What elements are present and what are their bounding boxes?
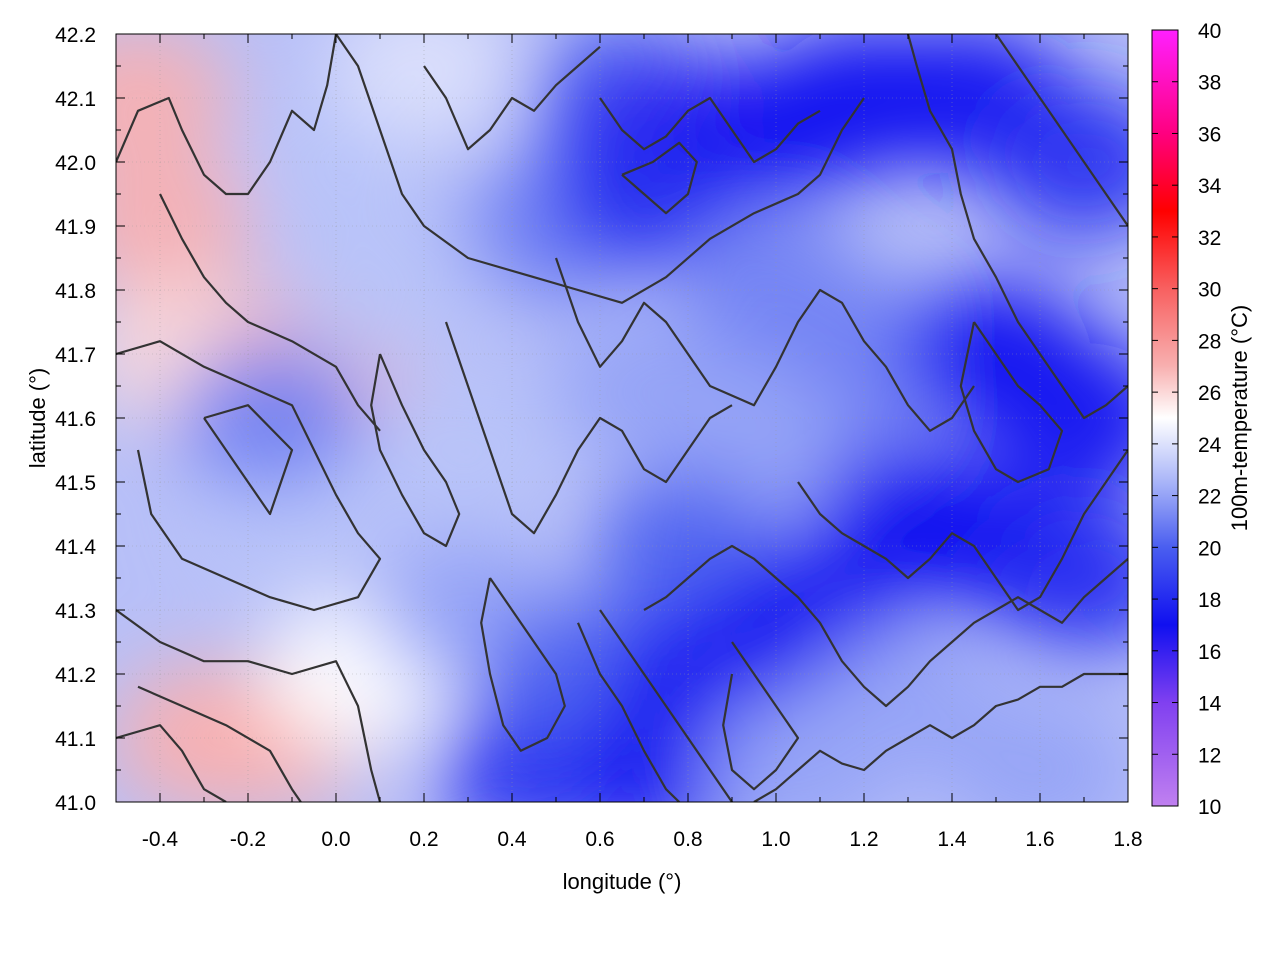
colorbar-axis: 10 12 14 16 18 20 22 24 26 28 30 32 34 36 38 40 — [1152, 20, 1222, 819]
colorbar-tick-label: 30 — [1198, 279, 1221, 302]
y-tick-label: 41.0 — [55, 792, 96, 815]
contour-line — [554, 257, 975, 432]
y-tick-label: 41.4 — [55, 536, 96, 559]
y-tick-label: 41.8 — [55, 280, 96, 303]
contour-line — [444, 321, 733, 535]
x-tick-label: 0.0 — [321, 828, 350, 851]
x-axis-title: longitude (°) — [563, 869, 682, 894]
y-tick-label: 42.1 — [55, 88, 96, 111]
field-region — [703, 695, 893, 802]
y-tick-label: 41.9 — [55, 216, 96, 239]
y-tick-label: 41.5 — [55, 472, 96, 495]
colorbar-tick-label: 14 — [1198, 693, 1222, 716]
y-tick-label: 41.7 — [55, 344, 96, 367]
colorbar-tick-label: 22 — [1198, 486, 1221, 509]
contour-line — [576, 622, 680, 802]
colorbar-tick-label: 28 — [1198, 330, 1221, 353]
colorbar-tick-label: 24 — [1198, 434, 1222, 457]
x-tick-label: -0.2 — [230, 828, 266, 851]
y-tick-label: 42.0 — [55, 152, 96, 175]
contour-line — [137, 685, 302, 802]
colorbar — [1151, 29, 1179, 807]
contour-line — [203, 404, 294, 516]
x-tick-label: 0.6 — [585, 828, 614, 851]
colorbar-tick-label: 40 — [1198, 20, 1221, 43]
grid-lines — [116, 34, 1128, 802]
contour-line — [599, 96, 821, 164]
colorbar-tick-label: 38 — [1198, 72, 1221, 95]
contour-line — [423, 45, 601, 151]
contour-line — [643, 544, 1128, 708]
colorbar-tick-label: 20 — [1198, 537, 1221, 560]
field-region — [329, 34, 519, 141]
field-region — [373, 375, 563, 525]
field-region — [116, 34, 233, 173]
contour-line — [797, 449, 1128, 612]
colorbar-tick-label: 10 — [1198, 796, 1221, 819]
contour-line — [370, 353, 461, 548]
colorbar-tick-label: 12 — [1198, 744, 1221, 767]
contour-line — [599, 609, 733, 802]
contour-line — [995, 34, 1128, 227]
x-tick-label: 1.4 — [937, 828, 967, 851]
contour-line — [959, 321, 1064, 484]
colorbar-tick-label: 16 — [1198, 641, 1221, 664]
colorbar-tick-label: 18 — [1198, 589, 1221, 612]
contour-line — [116, 340, 382, 612]
contour-line — [480, 577, 566, 752]
y-tick-label: 41.2 — [55, 664, 96, 687]
contour-line — [335, 34, 865, 304]
y-tick-label: 41.3 — [55, 600, 96, 623]
y-axis: 41.0 41.1 41.2 41.3 41.4 41.5 41.6 41.7 41.8 41.9… — [55, 24, 1128, 815]
x-tick-label: 1.6 — [1025, 828, 1054, 851]
contour-line — [116, 34, 338, 196]
x-tick-label: 0.2 — [409, 828, 438, 851]
x-axis: -0.4 -0.2 0.0 0.2 0.4 0.6 0.8 1.0 1.2 1.4 1.6 1.8 — [115, 34, 1143, 851]
x-tick-label: 1.2 — [849, 828, 878, 851]
x-tick-label: 0.4 — [497, 828, 527, 851]
colorbar-tick-label: 32 — [1198, 227, 1221, 250]
colorbar-tick-label: 34 — [1198, 175, 1222, 198]
field-region — [989, 343, 1128, 493]
y-tick-label: 41.1 — [55, 728, 96, 751]
contour-line — [116, 724, 227, 802]
colorbar-tick-label: 26 — [1198, 382, 1221, 405]
contour-line — [722, 641, 800, 791]
x-tick-label: 1.8 — [1113, 828, 1142, 851]
x-tick-label: 1.0 — [761, 828, 790, 851]
field-region — [945, 695, 1128, 802]
temperature-field — [116, 34, 1128, 802]
field-region — [989, 503, 1128, 653]
colorbar-tick-label: 36 — [1198, 123, 1221, 146]
contour-line — [159, 193, 381, 432]
contour-line — [753, 672, 1128, 802]
y-tick-label: 41.6 — [55, 408, 96, 431]
colorbar-title: 100m-temperature (°C) — [1227, 305, 1252, 531]
contour-line — [621, 141, 698, 215]
x-tick-label: 0.8 — [673, 828, 702, 851]
contour-line — [116, 609, 382, 802]
contour-lines — [116, 34, 1128, 802]
y-axis-title: latitude (°) — [25, 368, 50, 469]
y-tick-label: 42.2 — [55, 24, 96, 47]
x-tick-label: -0.4 — [142, 828, 179, 851]
field-region — [989, 87, 1128, 237]
contour-line — [906, 34, 1128, 420]
